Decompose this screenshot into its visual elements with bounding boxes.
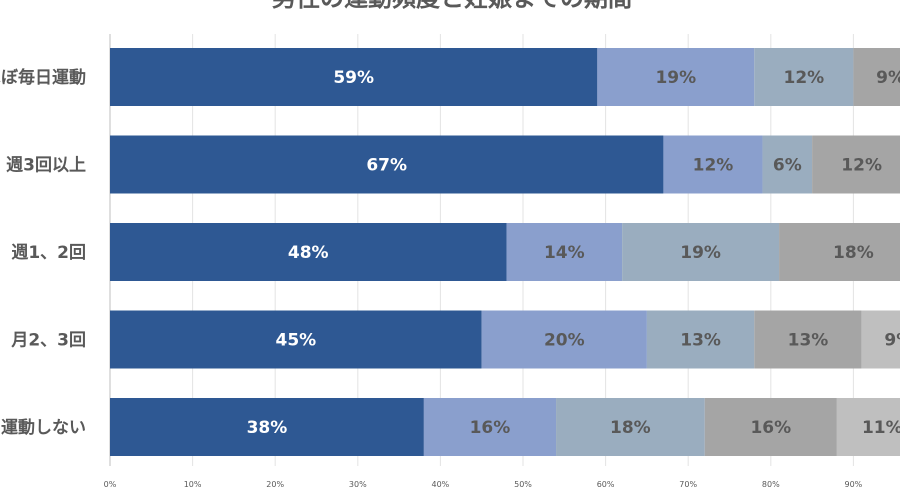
data-label: 11% bbox=[862, 418, 900, 438]
chart-title: 男性の運動頻度と妊娠までの期間 bbox=[272, 0, 632, 12]
data-label: 20% bbox=[544, 331, 585, 351]
category-label: 運動しない bbox=[1, 417, 86, 438]
x-tick-label: 0% bbox=[104, 480, 117, 489]
data-label: 13% bbox=[788, 331, 829, 351]
bar-segment bbox=[762, 135, 813, 194]
data-label: 14% bbox=[544, 243, 585, 263]
data-label: 19% bbox=[680, 243, 721, 263]
data-label: 18% bbox=[833, 243, 874, 263]
x-tick-label: 50% bbox=[514, 480, 532, 489]
data-label: 13% bbox=[680, 331, 721, 351]
bar-segment bbox=[622, 223, 780, 281]
data-label: 16% bbox=[750, 418, 791, 438]
bar-segment bbox=[597, 48, 755, 106]
bar-segment bbox=[110, 135, 664, 194]
data-label: 9% bbox=[876, 68, 900, 88]
data-label: 48% bbox=[288, 243, 329, 263]
bar-segment bbox=[110, 223, 507, 281]
x-tick-label: 40% bbox=[432, 480, 450, 489]
bar-segment bbox=[506, 223, 623, 281]
bar-segment bbox=[779, 223, 900, 281]
bar-segment bbox=[663, 135, 763, 194]
data-labels: 59% 19% 12% 9% 67% 12% 6% 12% 48% 14% 19% 18% 45% 20%… bbox=[247, 68, 900, 438]
bar-segment bbox=[812, 135, 900, 194]
data-label: 9% bbox=[884, 331, 900, 351]
data-label: 6% bbox=[773, 156, 802, 176]
data-label: 12% bbox=[783, 68, 824, 88]
bar-segment bbox=[481, 310, 647, 369]
x-tick-label: 80% bbox=[762, 480, 780, 489]
bar-segment bbox=[646, 310, 755, 369]
bar-segment bbox=[556, 398, 705, 456]
category-label: 週1、2回 bbox=[11, 243, 86, 263]
bar-segment bbox=[853, 48, 900, 106]
bar-segment bbox=[423, 398, 557, 456]
x-tick-label: 60% bbox=[597, 480, 615, 489]
data-label: 59% bbox=[333, 68, 374, 88]
data-label: 67% bbox=[366, 156, 407, 176]
data-label: 12% bbox=[841, 156, 882, 176]
data-label: 38% bbox=[247, 418, 288, 438]
x-tick-label: 20% bbox=[266, 480, 284, 489]
x-axis-ticks: 0% 10% 20% 30% 40% 50% 60% 70% 80% 90% bbox=[104, 480, 863, 489]
x-tick-label: 30% bbox=[349, 480, 367, 489]
bars bbox=[110, 48, 900, 456]
bar-segment bbox=[836, 398, 900, 456]
data-label: 16% bbox=[470, 418, 511, 438]
bar-segment bbox=[110, 398, 424, 456]
bar-segment bbox=[110, 48, 598, 106]
category-label: 月2、3回 bbox=[10, 331, 86, 351]
data-label: 18% bbox=[610, 418, 651, 438]
x-tick-label: 70% bbox=[679, 480, 697, 489]
x-tick-label: 90% bbox=[845, 480, 863, 489]
bar-segment bbox=[110, 310, 482, 369]
x-tick-label: 10% bbox=[184, 480, 202, 489]
category-label: ほぼ毎日運動 bbox=[0, 67, 86, 88]
bar-segment bbox=[704, 398, 837, 456]
bar-segment bbox=[754, 310, 862, 369]
data-label: 45% bbox=[275, 331, 316, 351]
bar-segment bbox=[861, 310, 900, 369]
data-label: 12% bbox=[693, 156, 734, 176]
bar-segment bbox=[754, 48, 854, 106]
data-label: 19% bbox=[655, 68, 696, 88]
category-label: 週3回以上 bbox=[6, 156, 86, 176]
